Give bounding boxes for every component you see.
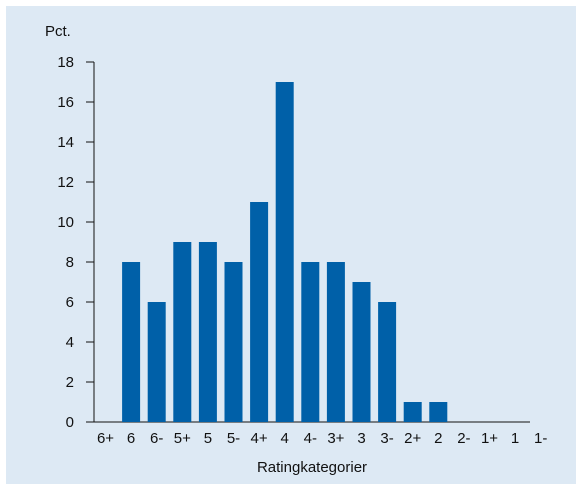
y-tick-label: 10 [57, 214, 74, 231]
x-tick-label: 6 [127, 430, 135, 447]
x-tick-label: 2+ [404, 430, 421, 447]
x-axis-label: Ratingkategorier [257, 459, 367, 476]
y-tick-label: 12 [57, 174, 74, 191]
y-tick-label: 18 [57, 54, 74, 71]
bar-4 [275, 82, 294, 422]
x-tick-label: 1 [511, 430, 519, 447]
x-tick-label: 5- [227, 430, 240, 447]
x-tick-label: 6- [150, 430, 163, 447]
y-axis-label: Pct. [45, 23, 71, 40]
bar-5 [198, 242, 217, 422]
bar-2 [429, 402, 448, 422]
x-tick-label: 1+ [481, 430, 498, 447]
x-tick-label: 4- [304, 430, 317, 447]
y-tick-label: 8 [66, 254, 74, 271]
bar-2+ [403, 402, 422, 422]
x-axis: 6+ 6 6- 5+ 5 5- 4+ 4 4- 3+ 3 3- 2+ 2 2- 1+ 1 1- [94, 421, 547, 447]
x-tick-label: 5+ [174, 430, 191, 447]
bar-3- [378, 302, 397, 422]
x-tick-label: 4+ [251, 430, 268, 447]
y-tick-label: 2 [66, 374, 74, 391]
x-tick-label: 3 [357, 430, 365, 447]
x-tick-label: 2 [434, 430, 442, 447]
bar-6- [147, 302, 166, 422]
y-tick-label: 4 [66, 334, 74, 351]
y-tick-label: 6 [66, 294, 74, 311]
y-tick-label: 16 [57, 94, 74, 111]
bar-3+ [326, 262, 345, 422]
x-tick-label: 1- [534, 430, 547, 447]
bar-4+ [250, 202, 269, 422]
x-tick-label: 3- [380, 430, 393, 447]
x-tick-label: 4 [281, 430, 289, 447]
x-tick-label: 2- [457, 430, 470, 447]
bar-5+ [173, 242, 192, 422]
x-tick-label: 5 [204, 430, 212, 447]
y-tick-label: 0 [66, 414, 74, 431]
bars [122, 82, 448, 422]
y-axis: 0 2 4 6 8 10 12 14 16 18 [57, 54, 95, 431]
bar-6 [122, 262, 141, 422]
x-tick-label: 3+ [327, 430, 344, 447]
x-tick-label: 6+ [97, 430, 114, 447]
bar-4- [301, 262, 320, 422]
bar-5- [224, 262, 243, 422]
y-tick-label: 14 [57, 134, 74, 151]
bar-3 [352, 282, 371, 422]
